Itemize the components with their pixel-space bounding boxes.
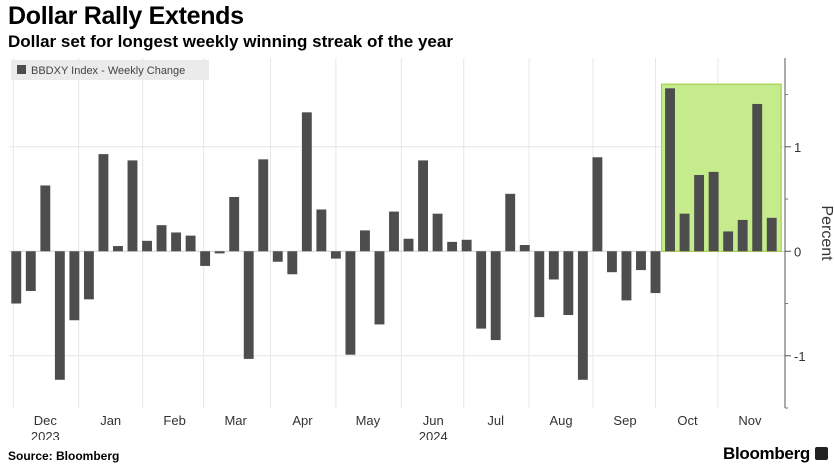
bar — [40, 185, 51, 252]
bar — [694, 175, 705, 252]
bar — [650, 251, 661, 294]
bar — [752, 103, 763, 252]
bar — [83, 251, 94, 300]
x-tick-label: May — [356, 413, 381, 428]
x-tick-label: Oct — [677, 413, 698, 428]
bar — [25, 251, 36, 291]
x-tick-label: Aug — [550, 413, 573, 428]
highlight-region — [661, 83, 782, 252]
bar — [301, 112, 312, 252]
bar — [69, 251, 80, 321]
chart-subtitle: Dollar set for longest weekly winning st… — [8, 32, 453, 51]
y-tick-label: 1 — [794, 140, 801, 155]
y-axis-ticks: -1 0 1 — [785, 94, 806, 409]
bar — [490, 251, 501, 341]
bar — [54, 251, 65, 380]
y-tick-label: -1 — [794, 349, 806, 364]
bar — [766, 217, 777, 252]
bar — [243, 251, 254, 359]
bar — [636, 251, 646, 271]
bar — [287, 251, 298, 275]
bloomberg-logo-icon — [815, 447, 828, 460]
bar — [447, 241, 458, 252]
bar — [258, 159, 269, 252]
x-tick-label: Apr — [292, 413, 313, 428]
x-tick-year: 2024 — [419, 429, 448, 440]
y-tick-label: 0 — [794, 244, 801, 259]
bar — [272, 251, 283, 262]
bloomberg-logo: Bloomberg — [722, 444, 810, 463]
bar — [577, 251, 588, 380]
bar — [185, 235, 196, 252]
x-tick-label: Feb — [163, 413, 185, 428]
legend-label: BBDXY Index - Weekly Change — [31, 65, 185, 77]
bar — [403, 238, 414, 252]
x-tick-label: Dec — [34, 413, 58, 428]
y-axis-label: Percent — [818, 205, 834, 261]
bar — [476, 251, 487, 329]
x-tick-label: Jun — [423, 413, 444, 428]
bar — [519, 245, 530, 252]
bar — [534, 251, 545, 318]
legend-swatch — [17, 65, 26, 74]
bars — [11, 88, 777, 380]
bar — [330, 251, 341, 259]
bar — [360, 230, 370, 252]
chart-title: Dollar Rally Extends — [8, 2, 244, 30]
bar — [708, 171, 719, 252]
bar — [345, 251, 356, 355]
bar — [142, 240, 152, 252]
bar — [127, 160, 138, 252]
x-tick-label: Sep — [613, 413, 636, 428]
x-tick-label: Nov — [738, 413, 762, 428]
bar — [563, 251, 574, 316]
bar — [548, 251, 559, 280]
bar — [156, 225, 167, 252]
bar — [592, 157, 603, 252]
bar — [200, 251, 211, 266]
bar — [418, 160, 428, 252]
bar — [665, 88, 675, 252]
bar — [374, 251, 385, 325]
bar — [432, 213, 443, 252]
x-tick-label: Jan — [100, 413, 121, 428]
x-tick-label: Jul — [487, 413, 504, 428]
weekly-change-bar-chart: BBDXY Index - Weekly Change -1 0 1 Dec2023… — [9, 58, 834, 440]
bar — [621, 251, 632, 301]
x-tick-year: 2023 — [31, 429, 60, 440]
bar — [98, 154, 109, 252]
bar — [679, 213, 690, 252]
legend: BBDXY Index - Weekly Change — [11, 60, 209, 80]
source-note: Source: Bloomberg — [8, 449, 120, 463]
bar — [606, 251, 617, 273]
bar — [171, 232, 182, 252]
bar — [505, 193, 516, 252]
x-tick-label: Mar — [224, 413, 247, 428]
bar — [113, 246, 123, 252]
bar — [11, 251, 22, 304]
bar — [229, 196, 240, 252]
bar — [316, 209, 327, 252]
bar — [723, 231, 734, 252]
legend-box — [11, 60, 209, 80]
bar — [737, 219, 748, 252]
bar — [214, 251, 225, 254]
bar — [461, 239, 472, 252]
bar — [389, 211, 399, 252]
